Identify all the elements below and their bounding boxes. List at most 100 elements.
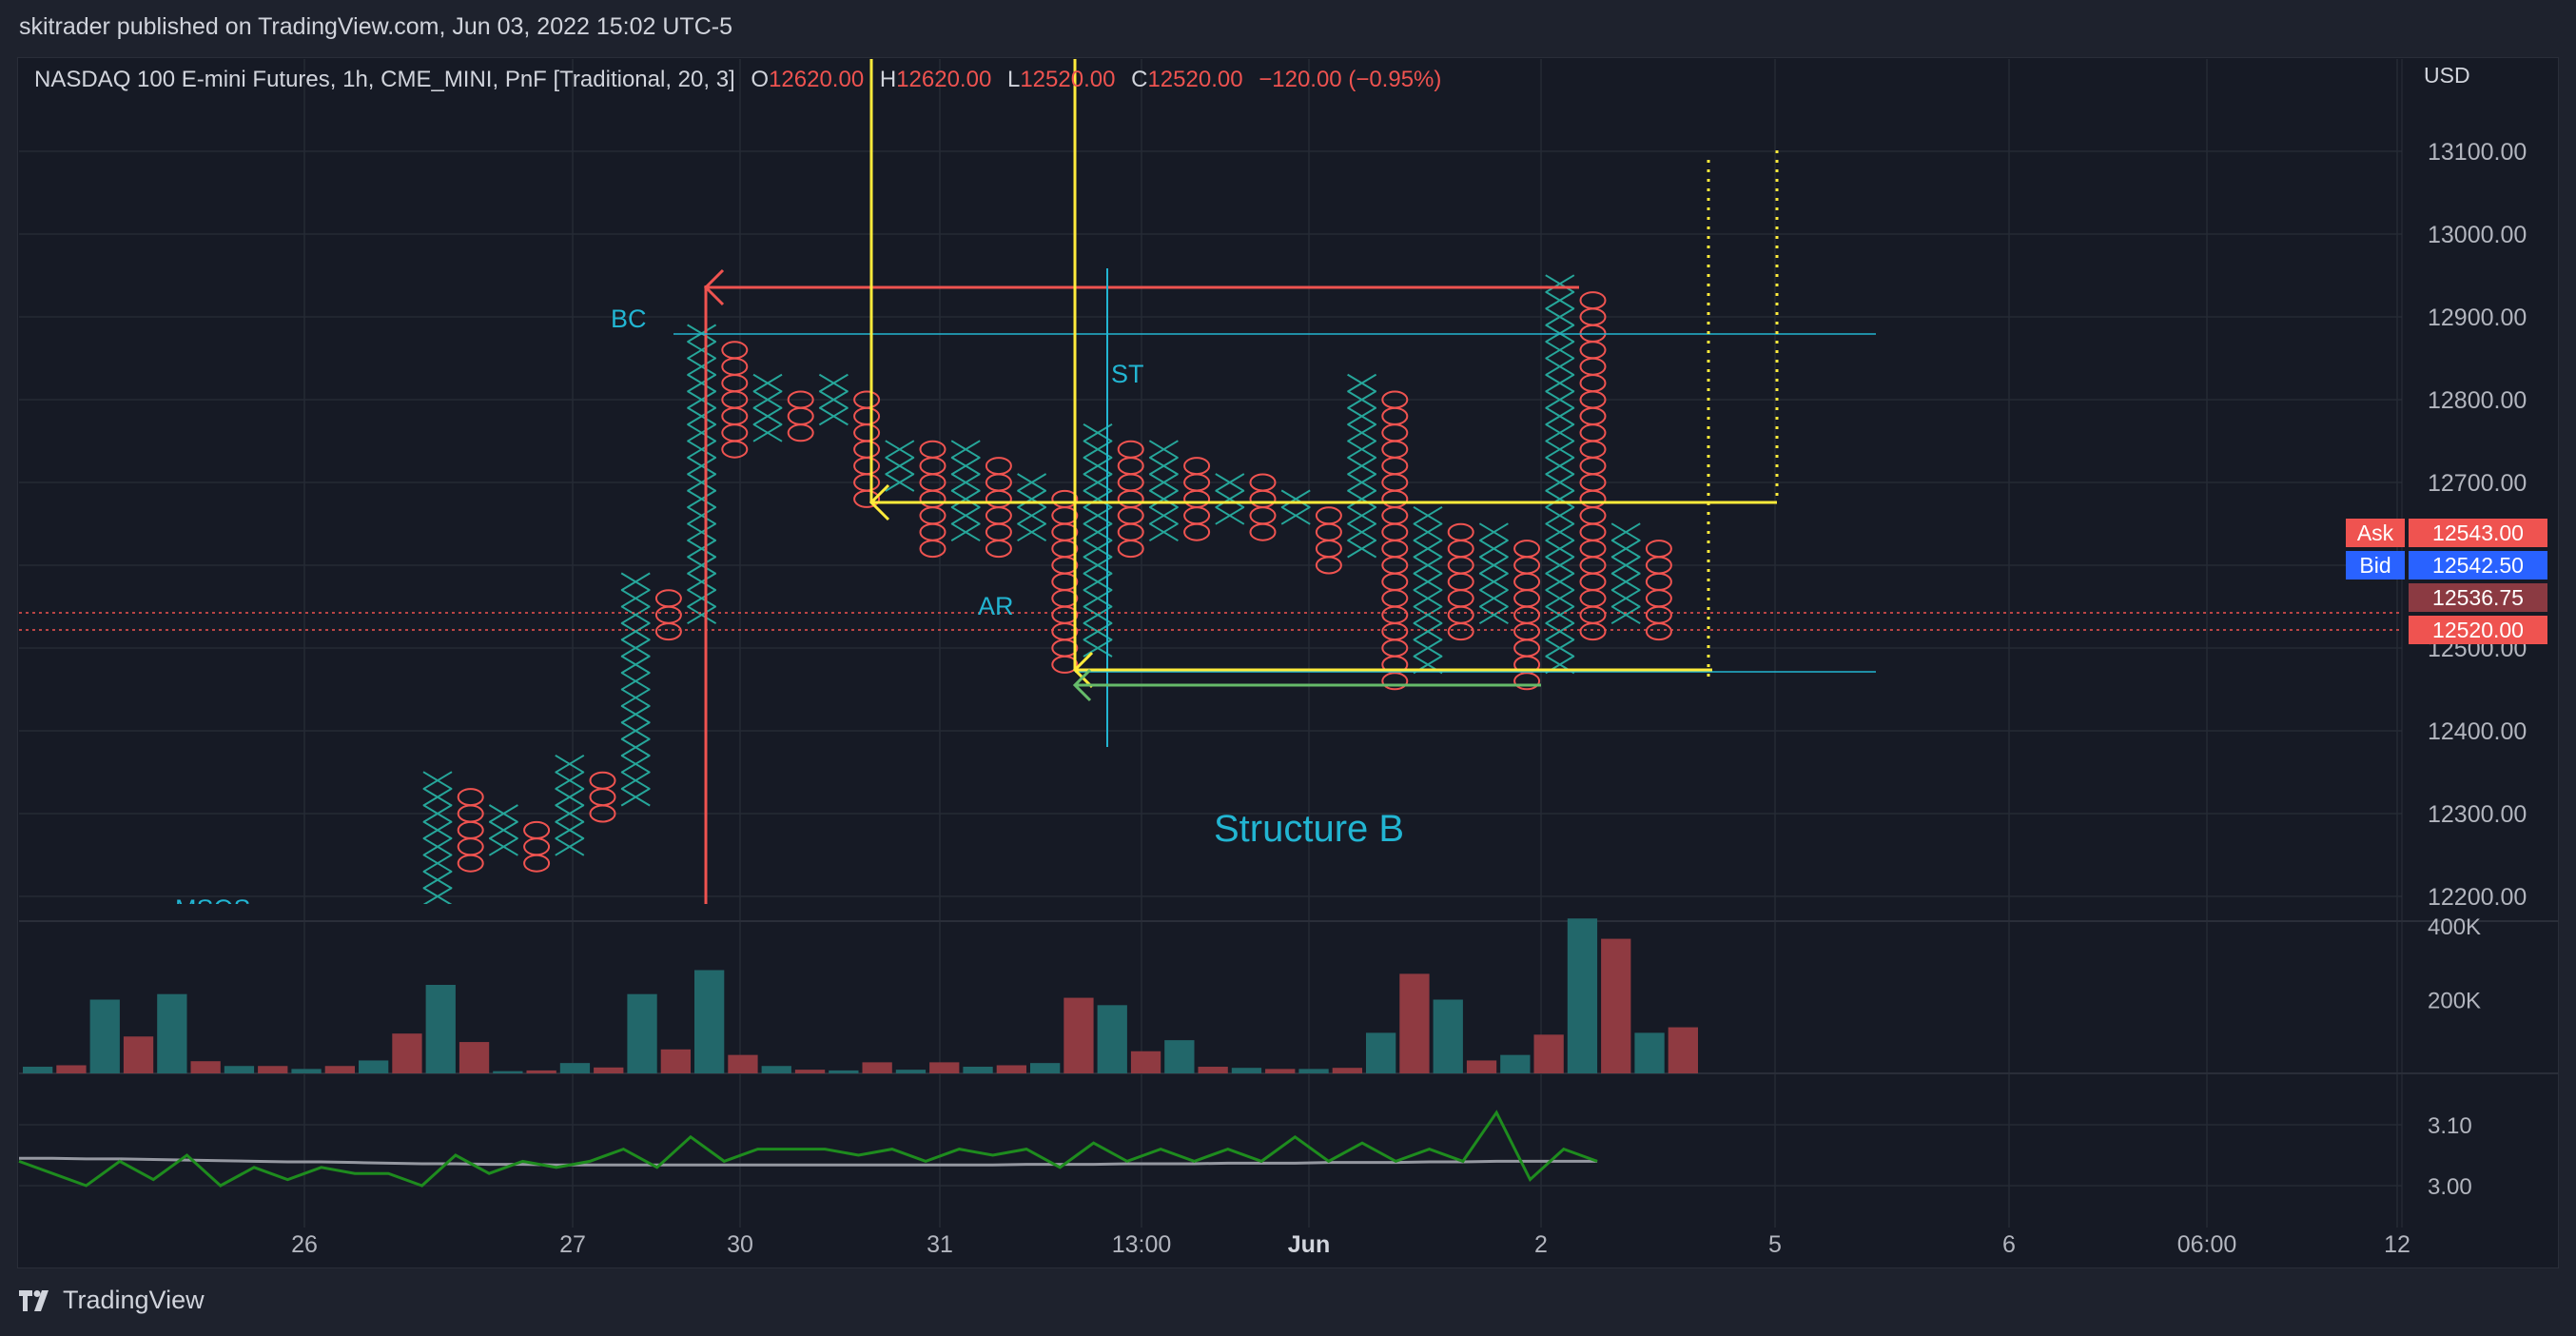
volume-bar <box>392 1033 422 1073</box>
pnf-o-box <box>1579 357 1607 376</box>
pnf-x-box <box>422 820 453 840</box>
pnf-x-box <box>1478 572 1509 592</box>
pnf-x-box <box>818 373 849 393</box>
volume-bar <box>660 1049 691 1073</box>
pnf-x-box <box>1545 373 1575 393</box>
pnf-o-box <box>1051 605 1079 624</box>
pnf-o-box <box>853 390 881 409</box>
volume-bar <box>56 1065 87 1073</box>
pnf-o-box <box>1051 489 1079 508</box>
pnf-o-box <box>1051 522 1079 541</box>
pnf-o-box <box>853 457 881 476</box>
pnf-o-box <box>1183 506 1211 525</box>
pnf-x-box <box>422 887 453 904</box>
pnf-x-box <box>1610 556 1641 575</box>
pnf-o-box <box>1645 540 1672 559</box>
pnf-o-box <box>1051 506 1079 525</box>
pnf-o-box <box>1513 572 1541 591</box>
pnf-x-box <box>620 771 651 791</box>
annotation-msos: MSOS <box>175 894 251 923</box>
volume-bar <box>1567 918 1598 1073</box>
pnf-x-box <box>950 522 981 542</box>
pnf-x-box <box>1545 357 1575 377</box>
pnf-o-box <box>787 390 814 409</box>
tradingview-logo[interactable]: TradingView <box>19 1286 205 1315</box>
high-value: 12620.00 <box>896 67 992 92</box>
time-tick-label: 26 <box>291 1231 318 1258</box>
price-tick-label: 12800.00 <box>2428 387 2527 414</box>
pnf-x-box <box>950 456 981 476</box>
pnf-x-box <box>1347 539 1377 559</box>
pnf-o-box <box>1447 622 1474 641</box>
pnf-o-box <box>1513 540 1541 559</box>
volume-bar <box>728 1054 758 1073</box>
time-tick-label: 12 <box>2384 1231 2410 1258</box>
pnf-o-box <box>1183 489 1211 508</box>
pnf-o-box <box>919 440 946 459</box>
pnf-o-box <box>721 341 749 360</box>
publish-info: skitrader published on TradingView.com, … <box>19 13 732 40</box>
pnf-x-box <box>1545 390 1575 409</box>
pnf-x-box <box>1478 522 1509 542</box>
pnf-x-box <box>1148 473 1179 492</box>
price-tick-label: 12400.00 <box>2428 718 2527 745</box>
volume-bar <box>1164 1040 1195 1073</box>
pnf-o-box <box>919 457 946 476</box>
pnf-o-box <box>1645 622 1672 641</box>
volume-bar <box>594 1067 624 1073</box>
pnf-o-box <box>1579 622 1607 641</box>
pnf-x-box <box>1347 390 1377 409</box>
pnf-x-box <box>422 854 453 874</box>
pnf-o-box <box>853 406 881 425</box>
pnf-o-box <box>1579 423 1607 442</box>
volume-bar <box>359 1060 389 1073</box>
pnf-x-box <box>1347 522 1377 542</box>
volume-bar <box>627 993 657 1073</box>
volume-bar <box>425 985 456 1073</box>
volume-bar <box>963 1067 993 1073</box>
pnf-x-box <box>488 836 518 856</box>
pnf-o-box <box>985 522 1012 541</box>
mid-price: 12536.75 <box>2409 583 2547 612</box>
pnf-o-box <box>1579 440 1607 459</box>
pnf-o-box <box>1645 589 1672 608</box>
volume-bar <box>1466 1060 1497 1073</box>
volume-bar <box>794 1070 826 1073</box>
volume-bar <box>1332 1068 1362 1073</box>
volume-bar <box>1097 1005 1127 1073</box>
pnf-x-box <box>687 605 717 625</box>
pnf-o-box <box>1381 589 1409 608</box>
pnf-x-box <box>1545 588 1575 608</box>
price-tick-label: 12200.00 <box>2428 884 2527 911</box>
publish-bar: skitrader published on TradingView.com, … <box>0 0 2576 57</box>
pnf-x-box <box>1148 489 1179 509</box>
currency-label[interactable]: USD <box>2424 63 2470 88</box>
pnf-o-box <box>1645 572 1672 591</box>
pnf-o-box <box>1579 589 1607 608</box>
pnf-x-box <box>687 406 717 426</box>
volume-bar <box>1030 1063 1061 1073</box>
pnf-x-box <box>620 688 651 708</box>
pnf-x-box <box>1545 307 1575 326</box>
pnf-x-box <box>1347 422 1377 442</box>
pnf-x-box <box>687 340 717 360</box>
pnf-o-box <box>1381 440 1409 459</box>
price-tick-label: 12700.00 <box>2428 470 2527 497</box>
pnf-x-box <box>950 473 981 492</box>
pnf-x-box <box>1347 505 1377 525</box>
pnf-o-box <box>1249 489 1277 508</box>
ask-label: Ask <box>2346 519 2405 547</box>
pnf-x-box <box>1413 588 1443 608</box>
pnf-o-box <box>1513 589 1541 608</box>
pnf-o-box <box>1381 540 1409 559</box>
pnf-o-box <box>853 423 881 442</box>
pnf-o-box <box>654 605 682 624</box>
pnf-o-box <box>721 374 749 393</box>
volume-bar <box>1399 973 1430 1073</box>
pnf-x-box <box>950 505 981 525</box>
last-price: 12520.00 <box>2409 616 2547 644</box>
pnf-o-box <box>1381 622 1409 641</box>
pnf-o-box <box>1579 341 1607 360</box>
pnf-x-box <box>555 787 585 807</box>
